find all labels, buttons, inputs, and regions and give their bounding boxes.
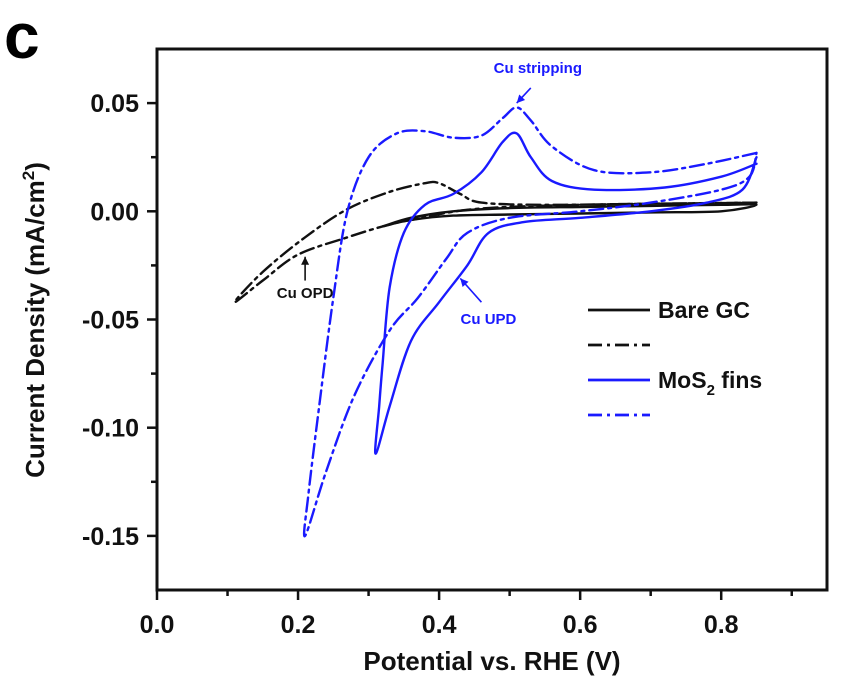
y-axis-title-sup: 2 (19, 171, 38, 180)
x-axis-title: Potential vs. RHE (V) (363, 646, 620, 676)
y-axis-title: Current Density (mA/cm2) (19, 162, 50, 478)
series-line-2 (233, 180, 758, 304)
legend-label-1: Bare GC (658, 297, 750, 323)
x-tick-label: 0.0 (140, 611, 175, 639)
ticks: 0.0 0.2 0.4 0.6 0.8 0.05 0.00 -0.05 -0.10 -0.15 (82, 90, 793, 639)
annotation-arrow-head (460, 278, 469, 288)
series-line-4 (302, 106, 758, 538)
plot-area (233, 106, 758, 538)
annotation-arrow-head (516, 94, 526, 104)
annotation-label: Cu OPD (277, 285, 334, 302)
panel-label: c (4, 0, 40, 72)
annotation-label: Cu stripping (494, 60, 582, 77)
legend: Bare GC MoS2 fins (588, 297, 762, 417)
x-tick-label: 0.8 (704, 611, 739, 639)
y-tick-label: 0.05 (90, 90, 139, 118)
y-axis-title-end: ) (20, 162, 50, 171)
y-tick-label: -0.10 (82, 415, 139, 443)
x-tick-label: 0.6 (563, 611, 598, 639)
series-line-3 (374, 131, 758, 455)
y-tick-label: 0.00 (90, 198, 139, 226)
y-tick-label: -0.15 (82, 523, 139, 551)
y-axis-title-main: Current Density (mA/cm (20, 180, 50, 478)
annotation-label: Cu UPD (461, 311, 517, 328)
x-tick-label: 0.2 (281, 611, 316, 639)
annotation-arrow-head (301, 256, 310, 265)
legend-label-3: MoS2 fins (658, 367, 762, 399)
x-tick-label: 0.4 (422, 611, 457, 639)
annotations: Cu stripping Cu OPD Cu UPD (277, 60, 582, 328)
y-tick-label: -0.05 (82, 307, 139, 335)
